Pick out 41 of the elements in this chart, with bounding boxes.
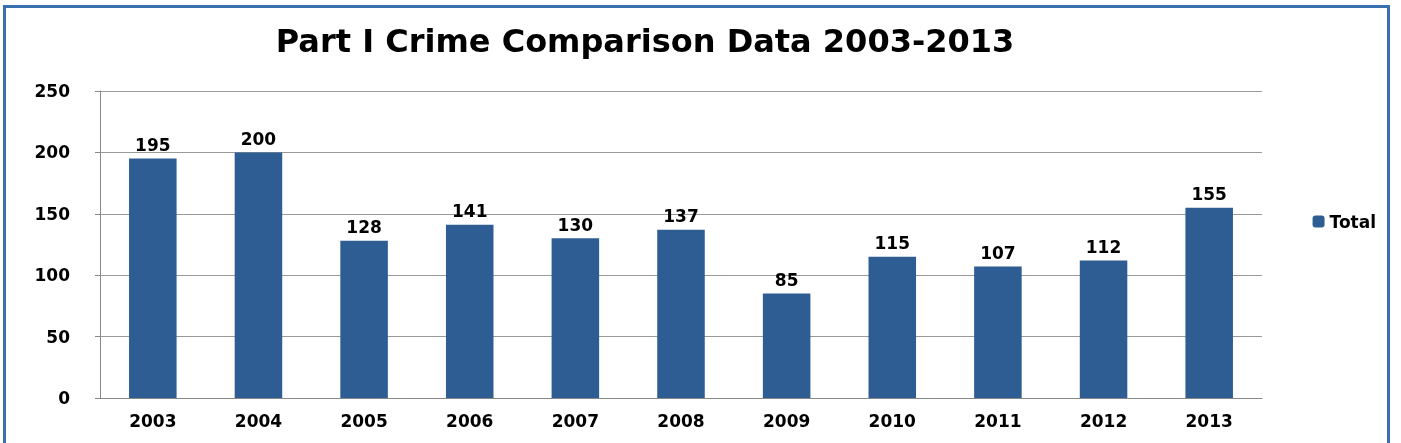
data-label: 115: [874, 233, 911, 254]
x-tick-label: 2011: [974, 410, 1022, 431]
data-label: 85: [774, 270, 799, 291]
bar: [974, 266, 1022, 398]
bar: [551, 238, 600, 398]
bar: [868, 256, 917, 398]
data-label: 137: [663, 206, 699, 227]
y-tick-label: 0: [58, 388, 71, 408]
bar: [1185, 207, 1233, 398]
chart-title: Part I Crime Comparison Data 2003-2013: [275, 22, 1015, 60]
data-label: 130: [557, 214, 594, 235]
data-label: 141: [451, 201, 488, 222]
data-label: 112: [1085, 236, 1122, 257]
bar: [445, 224, 494, 398]
x-tick-label: 2008: [657, 410, 705, 431]
data-label: 107: [980, 243, 1016, 264]
y-tick-label: 150: [34, 203, 71, 224]
data-label: 128: [346, 217, 382, 238]
y-tick-label: 100: [34, 265, 71, 286]
x-tick-label: 2003: [129, 410, 177, 431]
y-tick-label: 250: [34, 81, 71, 101]
bar: [762, 293, 811, 398]
legend-label: Total: [1329, 211, 1377, 232]
bar: [129, 158, 177, 398]
x-tick-label: 2005: [340, 410, 388, 431]
x-tick-label: 2006: [446, 410, 494, 431]
x-tick-label: 2012: [1079, 410, 1128, 431]
data-label: 155: [1191, 184, 1227, 205]
data-label: 200: [240, 128, 277, 149]
x-tick-label: 2009: [762, 410, 811, 431]
data-label: 195: [135, 135, 171, 156]
bar: [340, 240, 388, 398]
x-tick-label: 2010: [868, 410, 917, 431]
x-tick-label: 2004: [234, 410, 283, 431]
x-tick-label: 2013: [1185, 410, 1233, 431]
bar: [1079, 260, 1128, 398]
x-tick-label: 2007: [551, 410, 600, 431]
y-tick-label: 200: [34, 142, 71, 163]
bar: [234, 152, 283, 398]
y-tick-label: 50: [46, 326, 71, 347]
bar: [657, 229, 705, 398]
